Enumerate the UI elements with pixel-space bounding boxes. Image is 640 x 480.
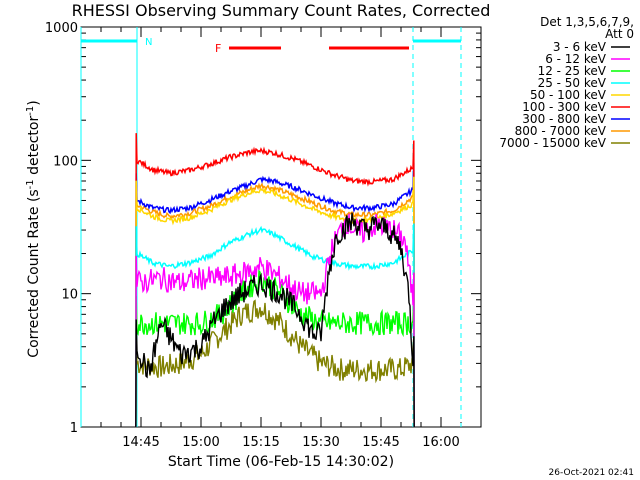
plot-area: 1 10 100 1000 14:45 15:00 15:15 15:30 15:45 16:00… — [45, 21, 482, 450]
series-line-5 — [135, 133, 415, 428]
legend-label-0: 3 - 6 keV — [553, 40, 607, 54]
legend-label-5: 100 - 300 keV — [522, 100, 606, 114]
legend-label-7: 800 - 7000 keV — [515, 124, 607, 138]
y-axis-label: Corrected Count Rate (s-1 detector-1) — [25, 100, 42, 357]
legend-label-2: 12 - 25 keV — [538, 64, 607, 78]
y-tick-label: 100 — [53, 154, 78, 169]
x-axis-label: Start Time (06-Feb-15 14:30:02) — [168, 454, 394, 470]
night-label: N — [145, 37, 152, 48]
x-tick-label: 16:00 — [422, 435, 459, 450]
series-line-6 — [135, 162, 415, 428]
series-line-2 — [135, 269, 415, 428]
series-line-0 — [135, 212, 415, 428]
x-tick-label: 15:15 — [242, 435, 279, 450]
legend-label-6: 300 - 800 keV — [522, 112, 606, 126]
x-tick-label: 15:00 — [182, 435, 219, 450]
legend-label-3: 25 - 50 keV — [538, 76, 607, 90]
legend-header-line1: Det 1,3,5,6,7,9, — [540, 15, 634, 29]
series-line-3 — [135, 223, 415, 428]
series-line-8 — [135, 299, 415, 428]
legend-header-line2: Att 0 — [605, 27, 634, 41]
legend-label-1: 6 - 12 keV — [545, 52, 607, 66]
y-tick-label: 1000 — [45, 21, 78, 36]
series-line-4 — [135, 176, 415, 428]
y-tick-label: 1 — [70, 421, 78, 436]
flare-label: F — [215, 42, 221, 55]
y-tick-label: 10 — [61, 288, 78, 303]
x-tick-label: 14:45 — [122, 435, 159, 450]
x-tick-label: 15:30 — [302, 435, 339, 450]
chart-title: RHESSI Observing Summary Count Rates, Co… — [72, 1, 491, 20]
legend-label-4: 50 - 100 keV — [530, 88, 607, 102]
x-tick-label: 15:45 — [362, 435, 399, 450]
timestamp: 26-Oct-2021 02:41 — [549, 468, 634, 478]
series-line-7 — [135, 169, 415, 428]
legend-label-8: 7000 - 15000 keV — [499, 136, 606, 150]
